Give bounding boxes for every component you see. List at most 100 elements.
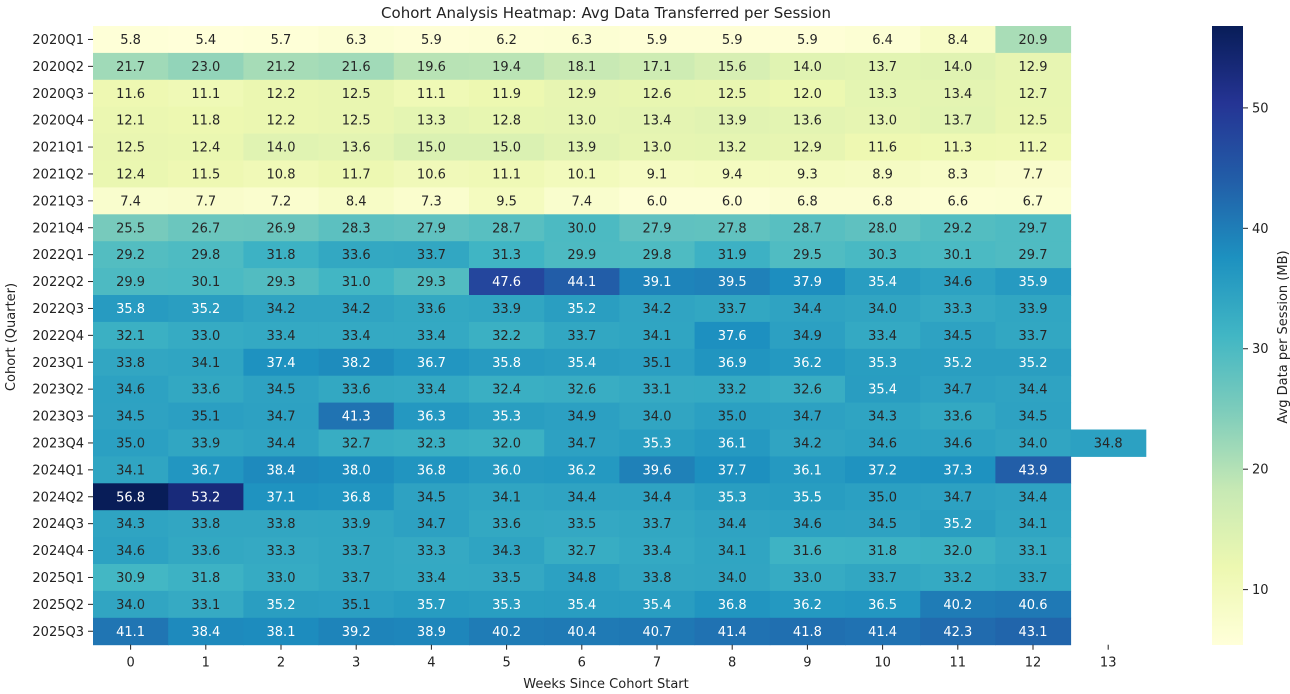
heatmap-cell — [920, 52, 996, 81]
heatmap-cell — [619, 52, 696, 81]
heatmap-cell-label: 12.5 — [342, 114, 371, 129]
heatmap-cell — [243, 429, 320, 457]
heatmap-cell — [769, 456, 846, 484]
heatmap-cell — [318, 241, 395, 269]
heatmap-cell-label: 29.8 — [643, 248, 672, 263]
heatmap-cell-label: 8.4 — [947, 33, 968, 48]
heatmap-cell-label: 34.0 — [718, 571, 747, 586]
heatmap-cell — [93, 79, 169, 108]
heatmap-cell — [995, 590, 1072, 619]
heatmap-cell-label: 32.7 — [567, 544, 596, 559]
heatmap-cell — [769, 106, 846, 135]
heatmap-cell-label: 33.9 — [342, 517, 371, 532]
heatmap-cell — [544, 537, 620, 565]
heatmap-cell-label: 34.4 — [718, 517, 747, 532]
heatmap-cell — [469, 456, 545, 484]
heatmap-cell-label: 6.7 — [1023, 194, 1044, 209]
heatmap-cell-label: 26.7 — [191, 221, 220, 236]
heatmap-cell — [168, 456, 244, 484]
heatmap-cell-label: 35.4 — [643, 598, 672, 613]
heatmap-cell-label: 33.8 — [116, 356, 145, 371]
heatmap-cell-label: 12.4 — [191, 141, 220, 156]
heatmap-cell-label: 33.4 — [868, 329, 897, 344]
heatmap-cell-label: 14.0 — [943, 60, 972, 75]
heatmap-cell — [845, 590, 921, 619]
heatmap-cell — [93, 26, 169, 54]
heatmap-cell-label: 33.9 — [492, 302, 521, 317]
y-tick-label: 2022Q1 — [32, 248, 84, 263]
heatmap-cell-label: 21.7 — [116, 60, 145, 75]
heatmap-cell — [694, 564, 771, 592]
x-axis-label: Weeks Since Cohort Start — [523, 677, 688, 692]
heatmap-cell-label: 11.8 — [191, 114, 220, 129]
y-tick-label: 2024Q2 — [32, 490, 84, 505]
heatmap-cell-label: 35.1 — [643, 356, 672, 371]
heatmap-cell — [544, 106, 620, 135]
heatmap-cell-label: 36.8 — [342, 490, 371, 505]
heatmap-cell-label: 36.8 — [718, 598, 747, 613]
colorbar-tick-label: 40 — [1252, 222, 1269, 237]
y-tick-label: 2023Q2 — [32, 383, 84, 398]
heatmap-cell-label: 12.5 — [342, 87, 371, 102]
heatmap-cell — [619, 321, 696, 350]
heatmap-cell — [93, 321, 169, 350]
heatmap-cell-label: 47.6 — [492, 275, 521, 290]
heatmap-cell-label: 32.6 — [793, 383, 822, 398]
heatmap-cell — [619, 214, 696, 242]
heatmap-cell — [168, 537, 244, 565]
heatmap-cell — [694, 241, 771, 269]
heatmap-cell — [393, 187, 470, 215]
heatmap-cell — [995, 241, 1072, 269]
heatmap-cell — [619, 510, 696, 538]
heatmap-cell-label: 38.1 — [267, 625, 296, 640]
heatmap-cell-label: 14.0 — [267, 141, 296, 156]
heatmap-cell-label: 34.1 — [116, 463, 145, 478]
heatmap-cell-label: 11.1 — [191, 87, 220, 102]
heatmap-cell-label: 6.2 — [496, 33, 517, 48]
heatmap-cell-label: 35.4 — [868, 383, 897, 398]
heatmap-cell-label: 32.6 — [567, 383, 596, 398]
heatmap-cell-label: 34.5 — [267, 383, 296, 398]
heatmap-cell-label: 35.7 — [417, 598, 446, 613]
heatmap-cell — [243, 241, 320, 269]
heatmap-cell — [544, 321, 620, 350]
heatmap-cell-label: 33.4 — [417, 383, 446, 398]
heatmap-cell-label: 37.4 — [267, 356, 296, 371]
heatmap-cell — [469, 402, 545, 430]
y-tick-label: 2025Q2 — [32, 598, 84, 613]
heatmap-cell — [845, 160, 921, 188]
heatmap-cell — [619, 483, 696, 511]
heatmap-cell — [243, 402, 320, 430]
heatmap-cell-label: 33.1 — [643, 383, 672, 398]
y-tick-label: 2021Q2 — [32, 167, 84, 182]
heatmap-cell — [544, 617, 620, 646]
heatmap-cell-label: 37.3 — [943, 463, 972, 478]
heatmap-cell-label: 35.2 — [191, 302, 220, 317]
heatmap-cell-label: 29.8 — [191, 248, 220, 263]
y-tick-label: 2021Q3 — [32, 194, 84, 209]
heatmap-cell — [995, 483, 1072, 511]
heatmap-cell — [694, 321, 771, 350]
heatmap-cell-label: 34.9 — [793, 329, 822, 344]
heatmap-cell — [769, 268, 846, 296]
heatmap-cell — [619, 348, 696, 377]
heatmap-cell — [469, 268, 545, 296]
x-tick-label: 11 — [950, 656, 967, 671]
heatmap-cell — [694, 348, 771, 377]
heatmap-cell-label: 31.8 — [191, 571, 220, 586]
heatmap-cell — [469, 241, 545, 269]
heatmap-cell — [845, 52, 921, 81]
heatmap-cell — [845, 106, 921, 135]
heatmap-cell — [168, 241, 244, 269]
heatmap-cell-label: 33.7 — [1019, 329, 1048, 344]
heatmap-cell — [769, 617, 846, 646]
y-tick-labels: 2020Q1 2020Q2 2020Q3 2020Q4 2021Q1 2021Q2 2021… — [32, 33, 93, 640]
heatmap-cell — [769, 187, 846, 215]
heatmap-cell — [694, 537, 771, 565]
heatmap-cell-label: 7.2 — [271, 194, 292, 209]
heatmap-cell — [469, 564, 545, 592]
heatmap-cell-label: 34.1 — [492, 490, 521, 505]
x-tick-label: 0 — [126, 656, 134, 671]
heatmap-cell-label: 34.5 — [417, 490, 446, 505]
heatmap-cell — [544, 564, 620, 592]
